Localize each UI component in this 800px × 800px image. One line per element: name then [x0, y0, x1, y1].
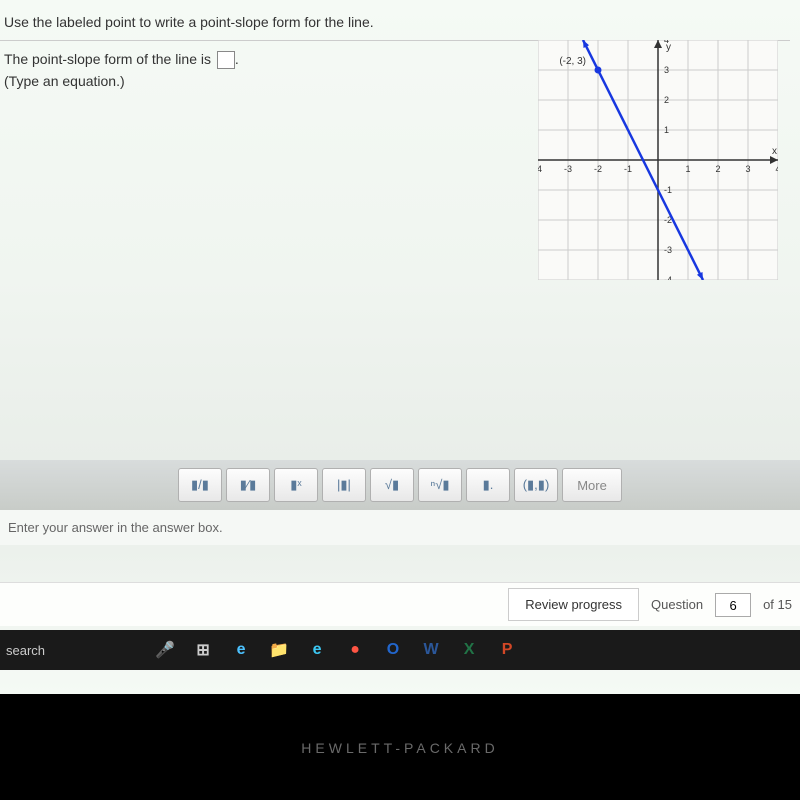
svg-text:1: 1: [685, 164, 690, 174]
instruction-text: Use the labeled point to write a point-s…: [0, 8, 790, 41]
svg-text:-3: -3: [564, 164, 572, 174]
hint-text: Enter your answer in the answer box.: [0, 510, 800, 545]
nth-root-button[interactable]: ⁿ√▮: [418, 468, 462, 502]
app-screen: Use the labeled point to write a point-s…: [0, 0, 800, 694]
mixed-fraction-button[interactable]: ▮⁄▮: [226, 468, 270, 502]
coordinate-button[interactable]: (▮,▮): [514, 468, 558, 502]
word-icon[interactable]: W: [413, 634, 449, 666]
question-number: 6: [715, 593, 751, 617]
task-view-icon[interactable]: ⊞: [185, 634, 221, 666]
outlook-icon[interactable]: O: [375, 634, 411, 666]
svg-text:2: 2: [715, 164, 720, 174]
absolute-value-button[interactable]: |▮|: [322, 468, 366, 502]
svg-text:x: x: [772, 146, 777, 157]
coordinate-graph: -4-3-2-11234-4-3-2-11234xy(-2, 3): [538, 40, 778, 280]
chrome-icon[interactable]: ●: [337, 634, 373, 666]
svg-text:-1: -1: [624, 164, 632, 174]
question-label: Question: [651, 597, 703, 612]
progress-bar: Review progress Question 6 of 15: [0, 582, 800, 626]
ie-icon[interactable]: e: [299, 634, 335, 666]
windows-taskbar: search 🎤⊞e📁e●OWXP: [0, 630, 800, 670]
powerpoint-icon[interactable]: P: [489, 634, 525, 666]
svg-text:-2: -2: [594, 164, 602, 174]
svg-text:-4: -4: [664, 275, 672, 280]
excel-icon[interactable]: X: [451, 634, 487, 666]
edge-legacy-icon[interactable]: e: [223, 634, 259, 666]
answer-input[interactable]: [217, 51, 235, 69]
svg-text:(-2, 3): (-2, 3): [559, 56, 586, 67]
svg-text:3: 3: [745, 164, 750, 174]
svg-text:4: 4: [775, 164, 778, 174]
prompt-prefix: The point-slope form of the line is: [4, 51, 215, 67]
math-toolbar: ▮/▮ ▮⁄▮ ▮ˣ |▮| √▮ ⁿ√▮ ▮. (▮,▮) More: [0, 460, 800, 510]
sqrt-button[interactable]: √▮: [370, 468, 414, 502]
more-button[interactable]: More: [562, 468, 622, 502]
exponent-button[interactable]: ▮ˣ: [274, 468, 318, 502]
svg-text:-1: -1: [664, 185, 672, 195]
svg-text:2: 2: [664, 95, 669, 105]
svg-text:1: 1: [664, 125, 669, 135]
taskbar-search[interactable]: search: [6, 643, 145, 658]
svg-text:-4: -4: [538, 164, 542, 174]
fraction-button[interactable]: ▮/▮: [178, 468, 222, 502]
laptop-brand-label: HEWLETT-PACKARD: [0, 740, 800, 756]
subscript-button[interactable]: ▮.: [466, 468, 510, 502]
explorer-icon[interactable]: 📁: [261, 634, 297, 666]
question-total: of 15: [763, 597, 792, 612]
svg-text:y: y: [666, 42, 671, 53]
svg-text:3: 3: [664, 65, 669, 75]
review-progress-button[interactable]: Review progress: [508, 588, 639, 621]
svg-text:-3: -3: [664, 245, 672, 255]
mic-icon[interactable]: 🎤: [147, 634, 183, 666]
